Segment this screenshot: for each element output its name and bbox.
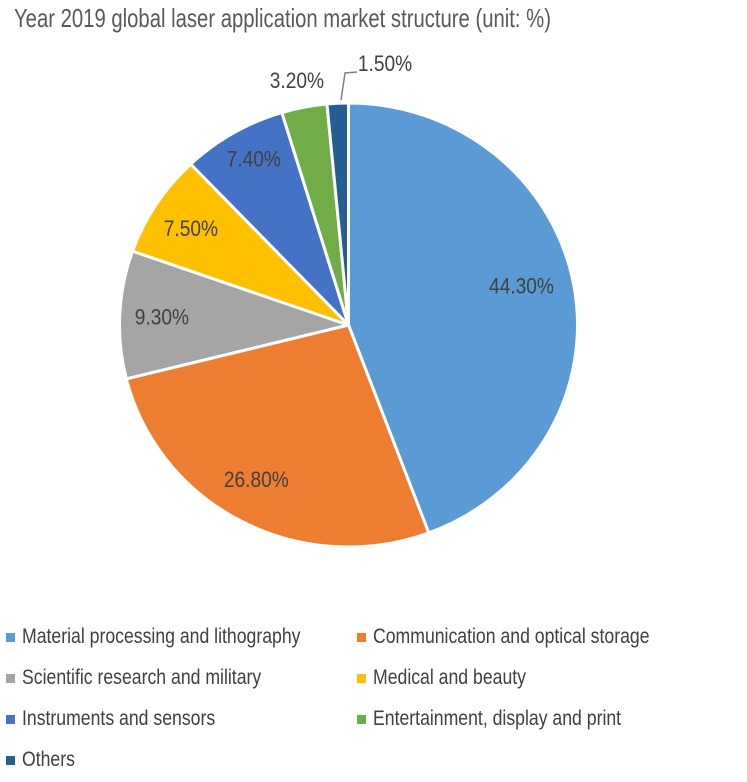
legend-label-communication-and-optical-storage: Communication and optical storage <box>373 625 650 648</box>
legend-item-scientific-research-and-military: Scientific research and military <box>6 665 307 691</box>
chart-title: Year 2019 global laser application marke… <box>14 3 551 33</box>
legend-label-medical-and-beauty: Medical and beauty <box>373 666 526 689</box>
legend-swatch-material-processing-and-lithography <box>6 632 15 642</box>
legend-swatch-scientific-research-and-military <box>6 673 15 683</box>
data-label-communication-and-optical-storage: 26.80% <box>224 468 289 493</box>
pie-slices <box>118 101 579 549</box>
legend-label-instruments-and-sensors: Instruments and sensors <box>22 707 216 730</box>
pie-slice-communication-and-optical-storage <box>124 323 431 549</box>
legend-label-others: Others <box>22 748 75 771</box>
legend-item-entertainment-display-and-print: Entertainment, display and print <box>357 706 668 732</box>
pie-slice-medical-and-beauty <box>131 162 350 327</box>
data-label-material-processing-and-lithography: 44.30% <box>489 274 554 299</box>
legend-swatch-communication-and-optical-storage <box>357 632 366 642</box>
legend-label-material-processing-and-lithography: Material processing and lithography <box>22 625 301 648</box>
legend-swatch-others <box>6 755 15 765</box>
legend-item-medical-and-beauty: Medical and beauty <box>357 665 555 691</box>
legend-swatch-instruments-and-sensors <box>6 714 15 724</box>
data-label-scientific-research-and-military: 9.30% <box>135 305 189 330</box>
pie-slice-instruments-and-sensors <box>189 111 350 327</box>
legend-swatch-entertainment-display-and-print <box>357 714 366 724</box>
pie-slice-material-processing-and-lithography <box>347 101 579 535</box>
legend-item-others: Others <box>6 747 85 773</box>
legend-item-communication-and-optical-storage: Communication and optical storage <box>357 624 702 650</box>
leader-line-others <box>340 71 358 101</box>
pie-slice-scientific-research-and-military <box>118 249 350 381</box>
data-label-others: 1.50% <box>358 52 412 77</box>
data-labels: 44.30% 26.80% 9.30% 7.50% 7.40% 3.20% 1.50% <box>135 52 554 493</box>
data-label-entertainment-display-and-print: 3.20% <box>270 69 324 94</box>
legend-label-scientific-research-and-military: Scientific research and military <box>22 666 262 689</box>
legend-item-instruments-and-sensors: Instruments and sensors <box>6 706 252 732</box>
legend-swatch-medical-and-beauty <box>357 673 366 683</box>
pie-slice-others <box>325 101 350 327</box>
data-label-medical-and-beauty: 7.50% <box>164 217 218 242</box>
data-label-instruments-and-sensors: 7.40% <box>227 148 281 173</box>
legend-item-material-processing-and-lithography: Material processing and lithography <box>6 624 354 650</box>
legend-label-entertainment-display-and-print: Entertainment, display and print <box>373 707 622 730</box>
